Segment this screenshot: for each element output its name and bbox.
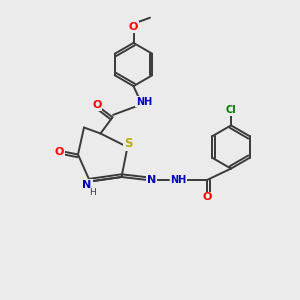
Text: NH: NH	[170, 175, 187, 185]
Text: N: N	[147, 175, 156, 185]
Text: O: O	[92, 100, 102, 110]
Text: O: O	[129, 22, 138, 32]
Text: S: S	[124, 137, 132, 150]
Text: NH: NH	[136, 97, 152, 107]
Text: N: N	[82, 180, 91, 190]
Text: O: O	[55, 146, 64, 157]
Text: H: H	[89, 188, 96, 197]
Text: Cl: Cl	[226, 105, 236, 116]
Text: O: O	[202, 192, 212, 203]
